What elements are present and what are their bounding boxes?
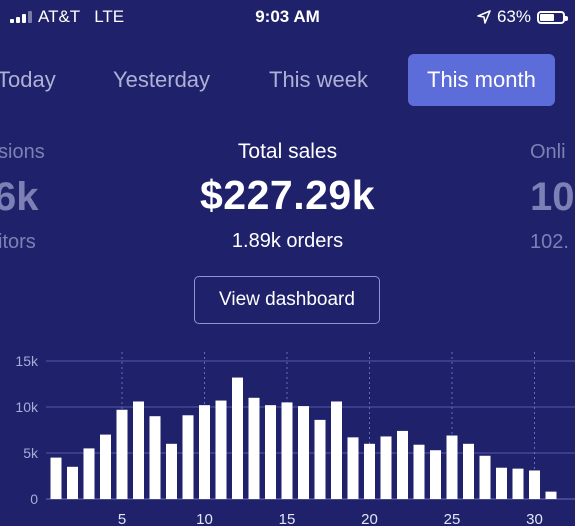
tab-this-month[interactable]: This month bbox=[408, 54, 555, 106]
tab-today[interactable]: Today bbox=[0, 67, 56, 92]
chart-bar[interactable] bbox=[545, 491, 557, 499]
chart-bar[interactable] bbox=[463, 443, 474, 499]
x-tick-label: 20 bbox=[361, 511, 378, 526]
chart-bar[interactable] bbox=[199, 405, 210, 499]
x-tick-label: 25 bbox=[444, 511, 461, 526]
status-right: 63% bbox=[477, 7, 568, 27]
chart-bar[interactable] bbox=[83, 448, 95, 499]
status-time: 9:03 AM bbox=[255, 7, 320, 26]
period-tabs: Today Yesterday This week This month bbox=[0, 54, 575, 106]
x-tick-label: 5 bbox=[118, 511, 126, 526]
chart-bar[interactable] bbox=[331, 401, 342, 499]
network-label: LTE bbox=[94, 7, 125, 26]
total-sales-label: Total sales bbox=[237, 140, 338, 163]
signal-icon bbox=[10, 11, 32, 23]
chart-bar[interactable] bbox=[496, 467, 507, 499]
y-tick-label: 10k bbox=[15, 399, 39, 415]
chart-bar[interactable] bbox=[413, 444, 425, 499]
chart-bar[interactable] bbox=[281, 402, 293, 499]
chart-bar[interactable] bbox=[529, 470, 540, 499]
carrier-label: AT&T bbox=[38, 7, 81, 26]
battery-percent: 63% bbox=[496, 7, 531, 26]
chart-bar[interactable] bbox=[232, 377, 243, 499]
status-left: AT&T LTE bbox=[10, 7, 124, 27]
chart-bar[interactable] bbox=[446, 435, 458, 499]
sales-bar-chart: 0 5k 10k 15k 5 10 15 20 25 30 bbox=[15, 352, 575, 526]
chart-bar[interactable] bbox=[265, 405, 276, 499]
chart-bar[interactable] bbox=[166, 443, 177, 499]
total-sales-value: $227.29k bbox=[199, 172, 375, 218]
left-metric-label: sions bbox=[0, 141, 45, 163]
chart-bar[interactable] bbox=[100, 434, 111, 499]
chart-bar[interactable] bbox=[430, 450, 441, 499]
right-metric-value: 10 bbox=[530, 175, 575, 219]
chart-bar[interactable] bbox=[248, 397, 260, 499]
x-tick-label: 15 bbox=[279, 511, 296, 526]
orders-count: 1.89k orders bbox=[231, 230, 344, 252]
chart-bar[interactable] bbox=[149, 416, 161, 499]
right-metric-sub: 102. bbox=[530, 231, 569, 253]
x-tick-label: 30 bbox=[526, 511, 543, 526]
chart-bar[interactable] bbox=[479, 455, 491, 499]
left-metric-sub: itors bbox=[0, 231, 36, 253]
chart-bar[interactable] bbox=[133, 401, 144, 499]
view-dashboard-button[interactable]: View dashboard bbox=[194, 276, 380, 324]
chart-bar[interactable] bbox=[397, 430, 408, 499]
x-tick-label: 10 bbox=[196, 511, 213, 526]
chart-bar[interactable] bbox=[347, 437, 359, 499]
chart-bar[interactable] bbox=[50, 457, 62, 499]
y-tick-label: 0 bbox=[30, 491, 38, 507]
chart-bar[interactable] bbox=[298, 406, 309, 499]
chart-bar[interactable] bbox=[116, 409, 128, 499]
y-tick-label: 5k bbox=[23, 445, 39, 461]
tab-this-week[interactable]: This week bbox=[269, 67, 369, 92]
y-tick-label: 15k bbox=[15, 353, 39, 369]
left-metric-value: 6k bbox=[0, 175, 39, 219]
status-bar: AT&T LTE 9:03 AM 63% bbox=[0, 0, 575, 34]
chart-bar[interactable] bbox=[215, 400, 227, 499]
battery-icon bbox=[537, 10, 568, 24]
chart-bar[interactable] bbox=[182, 415, 194, 499]
location-arrow-icon bbox=[477, 10, 491, 24]
chart-bar[interactable] bbox=[512, 468, 524, 499]
battery-fill bbox=[540, 13, 554, 21]
chart-bar[interactable] bbox=[67, 466, 78, 499]
chart-bar[interactable] bbox=[364, 443, 375, 499]
chart-bar[interactable] bbox=[380, 436, 392, 499]
tab-yesterday[interactable]: Yesterday bbox=[113, 67, 211, 92]
chart-bar[interactable] bbox=[314, 419, 326, 499]
right-metric-label: Onli bbox=[530, 141, 566, 163]
